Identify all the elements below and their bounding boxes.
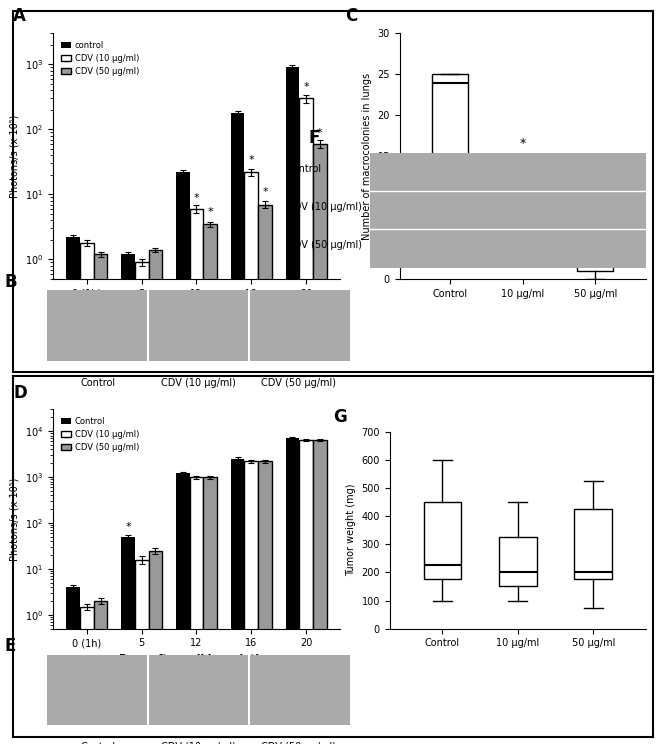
Bar — [286, 438, 299, 744]
Bar — [286, 68, 299, 744]
Text: CDV (10 μg/ml): CDV (10 μg/ml) — [287, 202, 362, 212]
PathPatch shape — [424, 502, 462, 580]
Text: *: * — [71, 591, 76, 601]
Bar — [176, 473, 190, 744]
Text: E: E — [4, 637, 15, 655]
Bar — [313, 440, 326, 744]
Legend: Control, CDV (10 μg/ml), CDV (50 μg/ml): Control, CDV (10 μg/ml), CDV (50 μg/ml) — [57, 414, 143, 455]
Bar — [299, 98, 313, 744]
Bar — [190, 209, 203, 744]
Bar — [258, 205, 272, 744]
Bar — [203, 477, 217, 744]
Text: *: * — [207, 207, 213, 217]
PathPatch shape — [505, 160, 541, 246]
Text: CDV (50 μg/ml): CDV (50 μg/ml) — [260, 742, 336, 744]
Bar — [121, 537, 135, 744]
PathPatch shape — [499, 537, 537, 586]
Bar — [80, 607, 94, 744]
Text: *: * — [125, 522, 131, 531]
Bar — [230, 113, 244, 744]
Text: *: * — [592, 225, 599, 238]
X-axis label: Days after cell inoculation: Days after cell inoculation — [119, 304, 274, 314]
Y-axis label: Number of macrocolonies in lungs: Number of macrocolonies in lungs — [362, 73, 372, 240]
Text: *: * — [303, 82, 309, 92]
Bar — [149, 250, 163, 744]
Bar — [80, 243, 94, 744]
Bar — [121, 254, 135, 744]
Text: CDV (10 μg/ml): CDV (10 μg/ml) — [161, 742, 236, 744]
Text: CDV (50 μg/ml): CDV (50 μg/ml) — [260, 377, 336, 388]
Bar — [299, 440, 313, 744]
PathPatch shape — [577, 246, 613, 271]
Text: B: B — [4, 272, 17, 291]
X-axis label: Days after cell inoculation: Days after cell inoculation — [119, 654, 274, 664]
Text: Control: Control — [287, 164, 322, 174]
Bar — [258, 461, 272, 744]
Legend: control, CDV (10 μg/ml), CDV (50 μg/ml): control, CDV (10 μg/ml), CDV (50 μg/ml) — [57, 38, 143, 80]
Text: Control: Control — [81, 742, 116, 744]
Bar — [313, 144, 326, 744]
Bar — [176, 172, 190, 744]
Bar — [135, 559, 149, 744]
Bar — [67, 587, 80, 744]
Y-axis label: Photons/s (x 10⁵): Photons/s (x 10⁵) — [9, 115, 19, 198]
PathPatch shape — [574, 509, 612, 580]
Bar — [94, 601, 107, 744]
Text: D: D — [13, 384, 27, 403]
Text: C: C — [346, 7, 358, 25]
Bar — [244, 172, 258, 744]
Bar — [94, 254, 107, 744]
Bar — [67, 237, 80, 744]
Y-axis label: Photons/s (x 10⁵): Photons/s (x 10⁵) — [9, 477, 19, 561]
Text: *: * — [262, 187, 268, 197]
Text: CDV (10 μg/ml): CDV (10 μg/ml) — [161, 377, 236, 388]
Text: *: * — [317, 127, 322, 138]
Text: F: F — [309, 129, 320, 147]
Bar — [244, 461, 258, 744]
Text: G: G — [333, 408, 347, 426]
Text: *: * — [194, 193, 199, 202]
Bar — [149, 551, 163, 744]
Bar — [230, 459, 244, 744]
Text: CDV (50 μg/ml): CDV (50 μg/ml) — [287, 240, 362, 250]
Bar — [190, 477, 203, 744]
Text: *: * — [248, 155, 254, 165]
PathPatch shape — [432, 74, 468, 164]
Y-axis label: Tumor weight (mg): Tumor weight (mg) — [346, 484, 356, 577]
Bar — [203, 224, 217, 744]
Bar — [135, 263, 149, 744]
Text: A: A — [13, 7, 26, 25]
Text: Control: Control — [81, 377, 116, 388]
Text: *: * — [519, 137, 526, 150]
